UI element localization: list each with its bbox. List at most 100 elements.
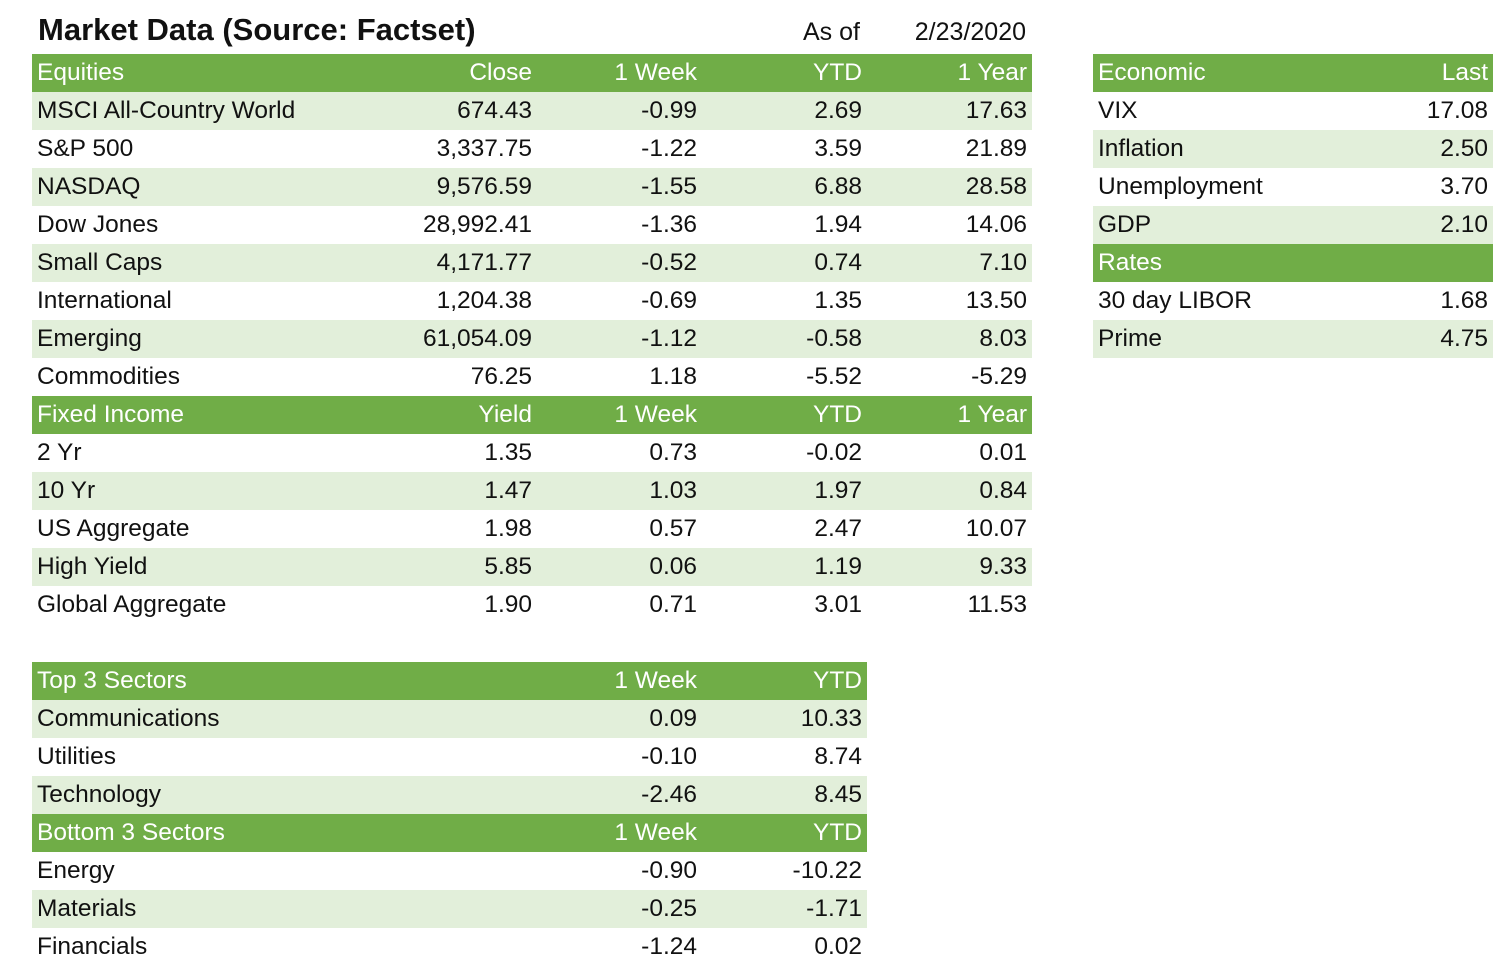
rates-header: Rates: [1093, 244, 1493, 282]
row-label: Small Caps: [32, 244, 367, 282]
value-cell: 17.63: [867, 92, 1032, 130]
row-label: International: [32, 282, 367, 320]
equities-row: Dow Jones 28,992.41 -1.36 1.94 14.06: [32, 206, 1032, 244]
value-cell: 0.01: [867, 434, 1032, 472]
as-of-date: 2/23/2020: [914, 18, 1026, 46]
value-cell: 4.75: [1353, 320, 1493, 358]
value-cell: Close: [367, 54, 537, 92]
bottom_sectors-row: Energy -0.90 -10.22: [32, 852, 867, 890]
value-cell: -0.25: [537, 890, 702, 928]
row-label: High Yield: [32, 548, 367, 586]
value-cell: 2.69: [702, 92, 867, 130]
value-cell: 5.85: [367, 548, 537, 586]
fixed_income-row: 2 Yr 1.35 0.73 -0.02 0.01: [32, 434, 1032, 472]
equities-row: MSCI All-Country World 674.43 -0.99 2.69 17.…: [32, 92, 1032, 130]
economic-header-row: Economic Last: [1093, 54, 1493, 92]
row-label: Commodities: [32, 358, 367, 396]
value-cell: -5.29: [867, 358, 1032, 396]
economic-row: Unemployment 3.70: [1093, 168, 1493, 206]
value-cell: 61,054.09: [367, 320, 537, 358]
equities-fixed-income-table: Equities Close 1 Week YTD 1 Year MSCI All-Cou…: [32, 54, 1032, 624]
value-cell: -2.46: [537, 776, 702, 814]
economic-rates-table: Economic Last VIX 17.08 Inflation 2.50 Unemplo…: [1093, 54, 1493, 358]
value-cell: 1.98: [367, 510, 537, 548]
value-cell: YTD: [702, 814, 867, 852]
value-cell: 9.33: [867, 548, 1032, 586]
row-label: Dow Jones: [32, 206, 367, 244]
value-cell: 2.50: [1353, 130, 1493, 168]
value-cell: 3,337.75: [367, 130, 537, 168]
value-cell: 76.25: [367, 358, 537, 396]
row-label: Economic: [1093, 54, 1353, 92]
value-cell: YTD: [702, 662, 867, 700]
value-cell: 1 Week: [537, 814, 702, 852]
row-label: 30 day LIBOR: [1093, 282, 1353, 320]
row-label: Inflation: [1093, 130, 1353, 168]
value-cell: 0.06: [537, 548, 702, 586]
value-cell: 1.97: [702, 472, 867, 510]
rates-row: Prime 4.75: [1093, 320, 1493, 358]
row-label: US Aggregate: [32, 510, 367, 548]
economic-row: VIX 17.08: [1093, 92, 1493, 130]
value-cell: -10.22: [702, 852, 867, 890]
value-cell: 10.07: [867, 510, 1032, 548]
row-label: Communications: [32, 700, 537, 738]
value-cell: -0.52: [537, 244, 702, 282]
value-cell: 1.18: [537, 358, 702, 396]
row-label: Energy: [32, 852, 537, 890]
value-cell: 1 Year: [867, 396, 1032, 434]
value-cell: 10.33: [702, 700, 867, 738]
value-cell: 8.74: [702, 738, 867, 776]
value-cell: 4,171.77: [367, 244, 537, 282]
equities-row: International 1,204.38 -0.69 1.35 13.50: [32, 282, 1032, 320]
row-label: Materials: [32, 890, 537, 928]
value-cell: -0.02: [702, 434, 867, 472]
value-cell: 0.74: [702, 244, 867, 282]
row-label: GDP: [1093, 206, 1353, 244]
value-cell: -0.10: [537, 738, 702, 776]
fixed_income-row: Global Aggregate 1.90 0.71 3.01 11.53: [32, 586, 1032, 624]
value-cell: 1.19: [702, 548, 867, 586]
value-cell: -1.24: [537, 928, 702, 966]
value-cell: -5.52: [702, 358, 867, 396]
fixed_income-header-row: Fixed Income Yield 1 Week YTD 1 Year: [32, 396, 1032, 434]
row-label: Equities: [32, 54, 367, 92]
bottom_sectors-header-row: Bottom 3 Sectors 1 Week YTD: [32, 814, 867, 852]
equities-row: S&P 500 3,337.75 -1.22 3.59 21.89: [32, 130, 1032, 168]
value-cell: 1.35: [702, 282, 867, 320]
value-cell: 8.03: [867, 320, 1032, 358]
value-cell: YTD: [702, 396, 867, 434]
sectors-table: Top 3 Sectors 1 Week YTD Communications 0.09…: [32, 662, 867, 966]
value-cell: 0.71: [537, 586, 702, 624]
value-cell: 1.94: [702, 206, 867, 244]
value-cell: -1.22: [537, 130, 702, 168]
equities-header-row: Equities Close 1 Week YTD 1 Year: [32, 54, 1032, 92]
value-cell: 13.50: [867, 282, 1032, 320]
equities-row: Commodities 76.25 1.18 -5.52 -5.29: [32, 358, 1032, 396]
value-cell: 0.02: [702, 928, 867, 966]
page-title: Market Data (Source: Factset): [38, 12, 476, 47]
row-label: 2 Yr: [32, 434, 367, 472]
value-cell: -1.36: [537, 206, 702, 244]
row-label: 10 Yr: [32, 472, 367, 510]
value-cell: 11.53: [867, 586, 1032, 624]
value-cell: 0.73: [537, 434, 702, 472]
value-cell: -0.69: [537, 282, 702, 320]
value-cell: Yield: [367, 396, 537, 434]
row-label: Financials: [32, 928, 537, 966]
row-label: Bottom 3 Sectors: [32, 814, 537, 852]
value-cell: -0.58: [702, 320, 867, 358]
equities-row: Small Caps 4,171.77 -0.52 0.74 7.10: [32, 244, 1032, 282]
value-cell: -1.55: [537, 168, 702, 206]
value-cell: 1 Week: [537, 54, 702, 92]
row-label: VIX: [1093, 92, 1353, 130]
rates-header-row: Rates: [1093, 244, 1493, 282]
value-cell: 1.90: [367, 586, 537, 624]
row-label: Emerging: [32, 320, 367, 358]
row-label: Technology: [32, 776, 537, 814]
value-cell: -1.12: [537, 320, 702, 358]
value-cell: 2.47: [702, 510, 867, 548]
value-cell: 6.88: [702, 168, 867, 206]
value-cell: Last: [1353, 54, 1493, 92]
equities-row: NASDAQ 9,576.59 -1.55 6.88 28.58: [32, 168, 1032, 206]
